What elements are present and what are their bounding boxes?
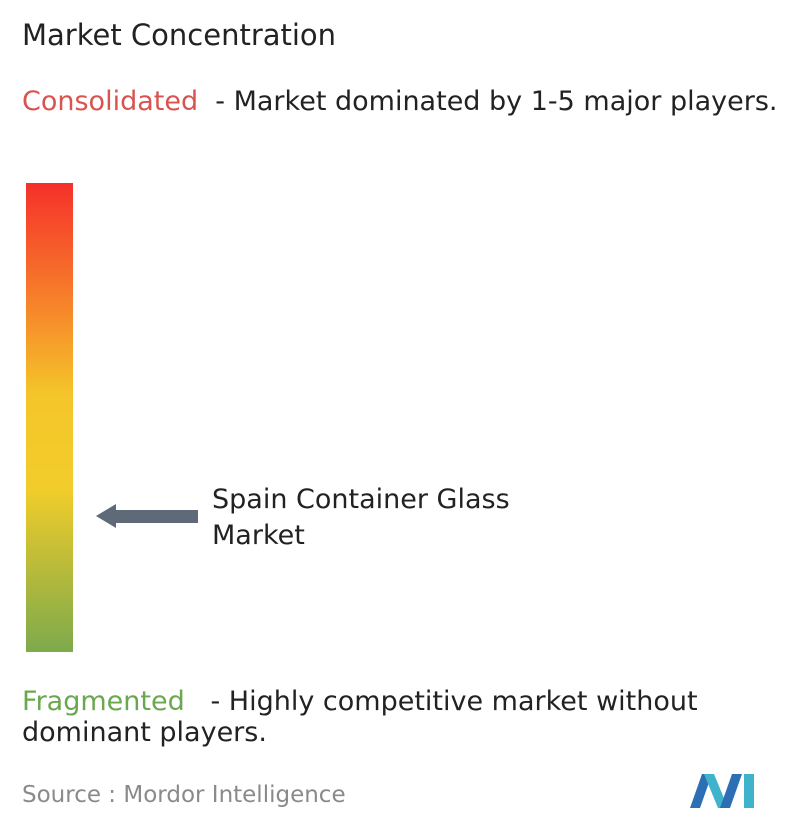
- source: Source : Mordor Intelligence: [22, 782, 346, 808]
- logo-part: [744, 774, 754, 808]
- consolidated-text: Consolidated - Market dominated by 1-5 m…: [22, 86, 792, 117]
- fragmented-label: Fragmented: [22, 686, 185, 717]
- arrow-head: [96, 504, 116, 528]
- consolidated-label: Consolidated: [22, 86, 199, 117]
- concentration-gradient: [26, 183, 73, 652]
- title: Market Concentration: [22, 18, 337, 52]
- logo: [690, 774, 754, 808]
- logo-part: [690, 774, 712, 808]
- logo-part: [704, 774, 728, 808]
- source-label: Source :: [22, 782, 117, 808]
- arrow-shaft: [112, 510, 198, 523]
- fragmented-text: Fragmented - Highly competitive market w…: [22, 686, 792, 748]
- market-label: Spain Container Glass Market: [212, 484, 510, 551]
- consolidated-description: - Market dominated by 1-5 major players.: [215, 86, 778, 117]
- source-name: Mordor Intelligence: [123, 782, 346, 808]
- logo-part: [720, 774, 742, 808]
- arrow: [96, 504, 198, 528]
- fragmented-description: - Highly competitive market without domi…: [22, 686, 698, 748]
